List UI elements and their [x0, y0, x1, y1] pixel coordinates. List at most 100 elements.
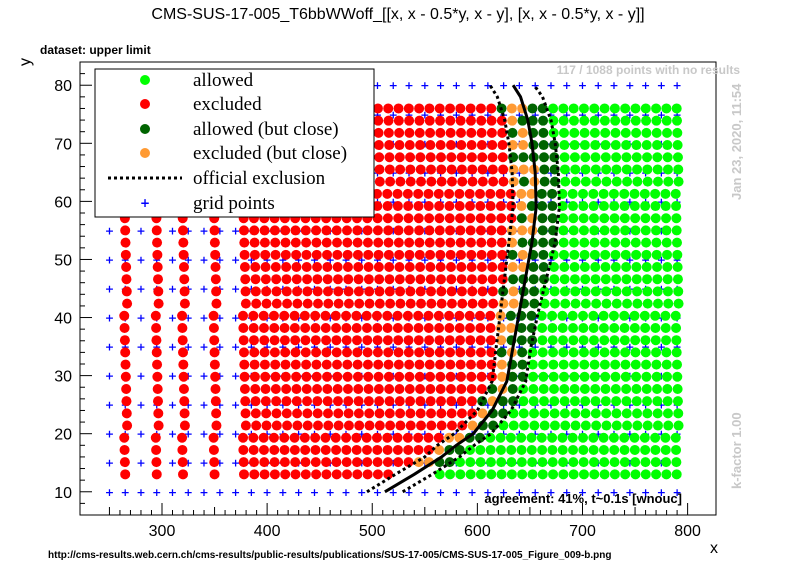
data-point	[373, 249, 384, 260]
data-point	[374, 420, 385, 431]
data-point	[250, 396, 261, 407]
grid-point: +	[136, 428, 145, 441]
legend-label-excluded-close: excluded (but close)	[193, 143, 347, 164]
data-point	[271, 298, 282, 309]
data-point	[208, 310, 219, 321]
data-point	[321, 347, 332, 358]
data-point	[211, 298, 222, 309]
data-point	[332, 371, 343, 382]
data-point	[622, 298, 633, 309]
data-point	[652, 140, 663, 151]
data-point	[632, 420, 643, 431]
data-point	[507, 383, 518, 394]
data-point	[413, 188, 424, 199]
data-point	[290, 237, 301, 248]
data-point	[660, 310, 671, 321]
data-point	[210, 371, 221, 382]
data-point	[568, 103, 579, 114]
data-point	[434, 213, 445, 224]
data-point	[488, 420, 499, 431]
data-point	[609, 213, 620, 224]
data-point	[609, 322, 620, 333]
data-point	[610, 383, 621, 394]
data-point	[588, 335, 599, 346]
data-point	[363, 262, 374, 273]
grid-point: +	[310, 253, 319, 266]
data-point	[260, 396, 271, 407]
data-point	[630, 115, 641, 126]
data-point	[467, 298, 478, 309]
data-point	[434, 103, 445, 114]
data-point	[342, 225, 353, 236]
grid-point: +	[483, 108, 492, 121]
data-point	[539, 420, 550, 431]
data-point	[622, 420, 633, 431]
data-point	[599, 347, 610, 358]
data-point	[384, 286, 395, 297]
data-point	[310, 444, 321, 455]
data-point	[395, 164, 406, 175]
kfactor-note: k-factor 1.00	[729, 412, 744, 489]
data-point	[621, 408, 632, 419]
data-point	[394, 383, 405, 394]
grid-point: +	[231, 457, 240, 470]
data-point	[446, 274, 457, 285]
data-point	[179, 420, 190, 431]
grid-point: +	[546, 253, 555, 266]
data-point	[507, 262, 518, 273]
data-point	[455, 359, 466, 370]
data-point	[413, 322, 424, 333]
data-point	[268, 310, 279, 321]
data-point	[548, 103, 559, 114]
grid-point: +	[199, 428, 208, 441]
data-point	[331, 469, 342, 480]
data-point	[547, 457, 558, 468]
grid-point: +	[499, 341, 508, 354]
data-point	[629, 432, 640, 443]
data-point	[466, 140, 477, 151]
grid-point: +	[168, 224, 177, 237]
data-point	[342, 249, 353, 260]
x-tick-label: 600	[464, 523, 491, 540]
data-point	[269, 469, 280, 480]
data-point	[300, 322, 311, 333]
data-point	[640, 201, 651, 212]
legend-swatch-excluded	[140, 99, 150, 109]
data-point	[415, 262, 426, 273]
data-point	[423, 432, 434, 443]
data-point	[179, 274, 190, 285]
data-point	[250, 383, 261, 394]
data-point	[641, 359, 652, 370]
data-point	[270, 383, 281, 394]
grid-point: +	[515, 108, 524, 121]
data-point	[588, 310, 599, 321]
data-point	[632, 298, 643, 309]
data-point	[414, 347, 425, 358]
grid-point: +	[452, 253, 461, 266]
data-point	[599, 213, 610, 224]
data-point	[578, 335, 589, 346]
data-point	[404, 383, 415, 394]
grid-point: +	[546, 108, 555, 121]
data-point	[320, 432, 331, 443]
data-point	[119, 335, 130, 346]
data-point	[569, 274, 580, 285]
data-point	[589, 347, 600, 358]
data-point	[301, 371, 312, 382]
data-point	[312, 383, 323, 394]
data-point	[342, 237, 353, 248]
data-point	[434, 225, 445, 236]
data-point	[374, 396, 385, 407]
data-point	[362, 359, 373, 370]
data-point	[672, 383, 683, 394]
grid-point: +	[184, 341, 193, 354]
data-point	[239, 262, 250, 273]
data-point	[516, 444, 527, 455]
grid-point: +	[499, 79, 508, 92]
data-point	[569, 262, 580, 273]
grid-point: +	[657, 108, 666, 121]
data-point	[238, 322, 249, 333]
data-point	[321, 457, 332, 468]
data-point	[435, 371, 446, 382]
data-point	[476, 237, 487, 248]
